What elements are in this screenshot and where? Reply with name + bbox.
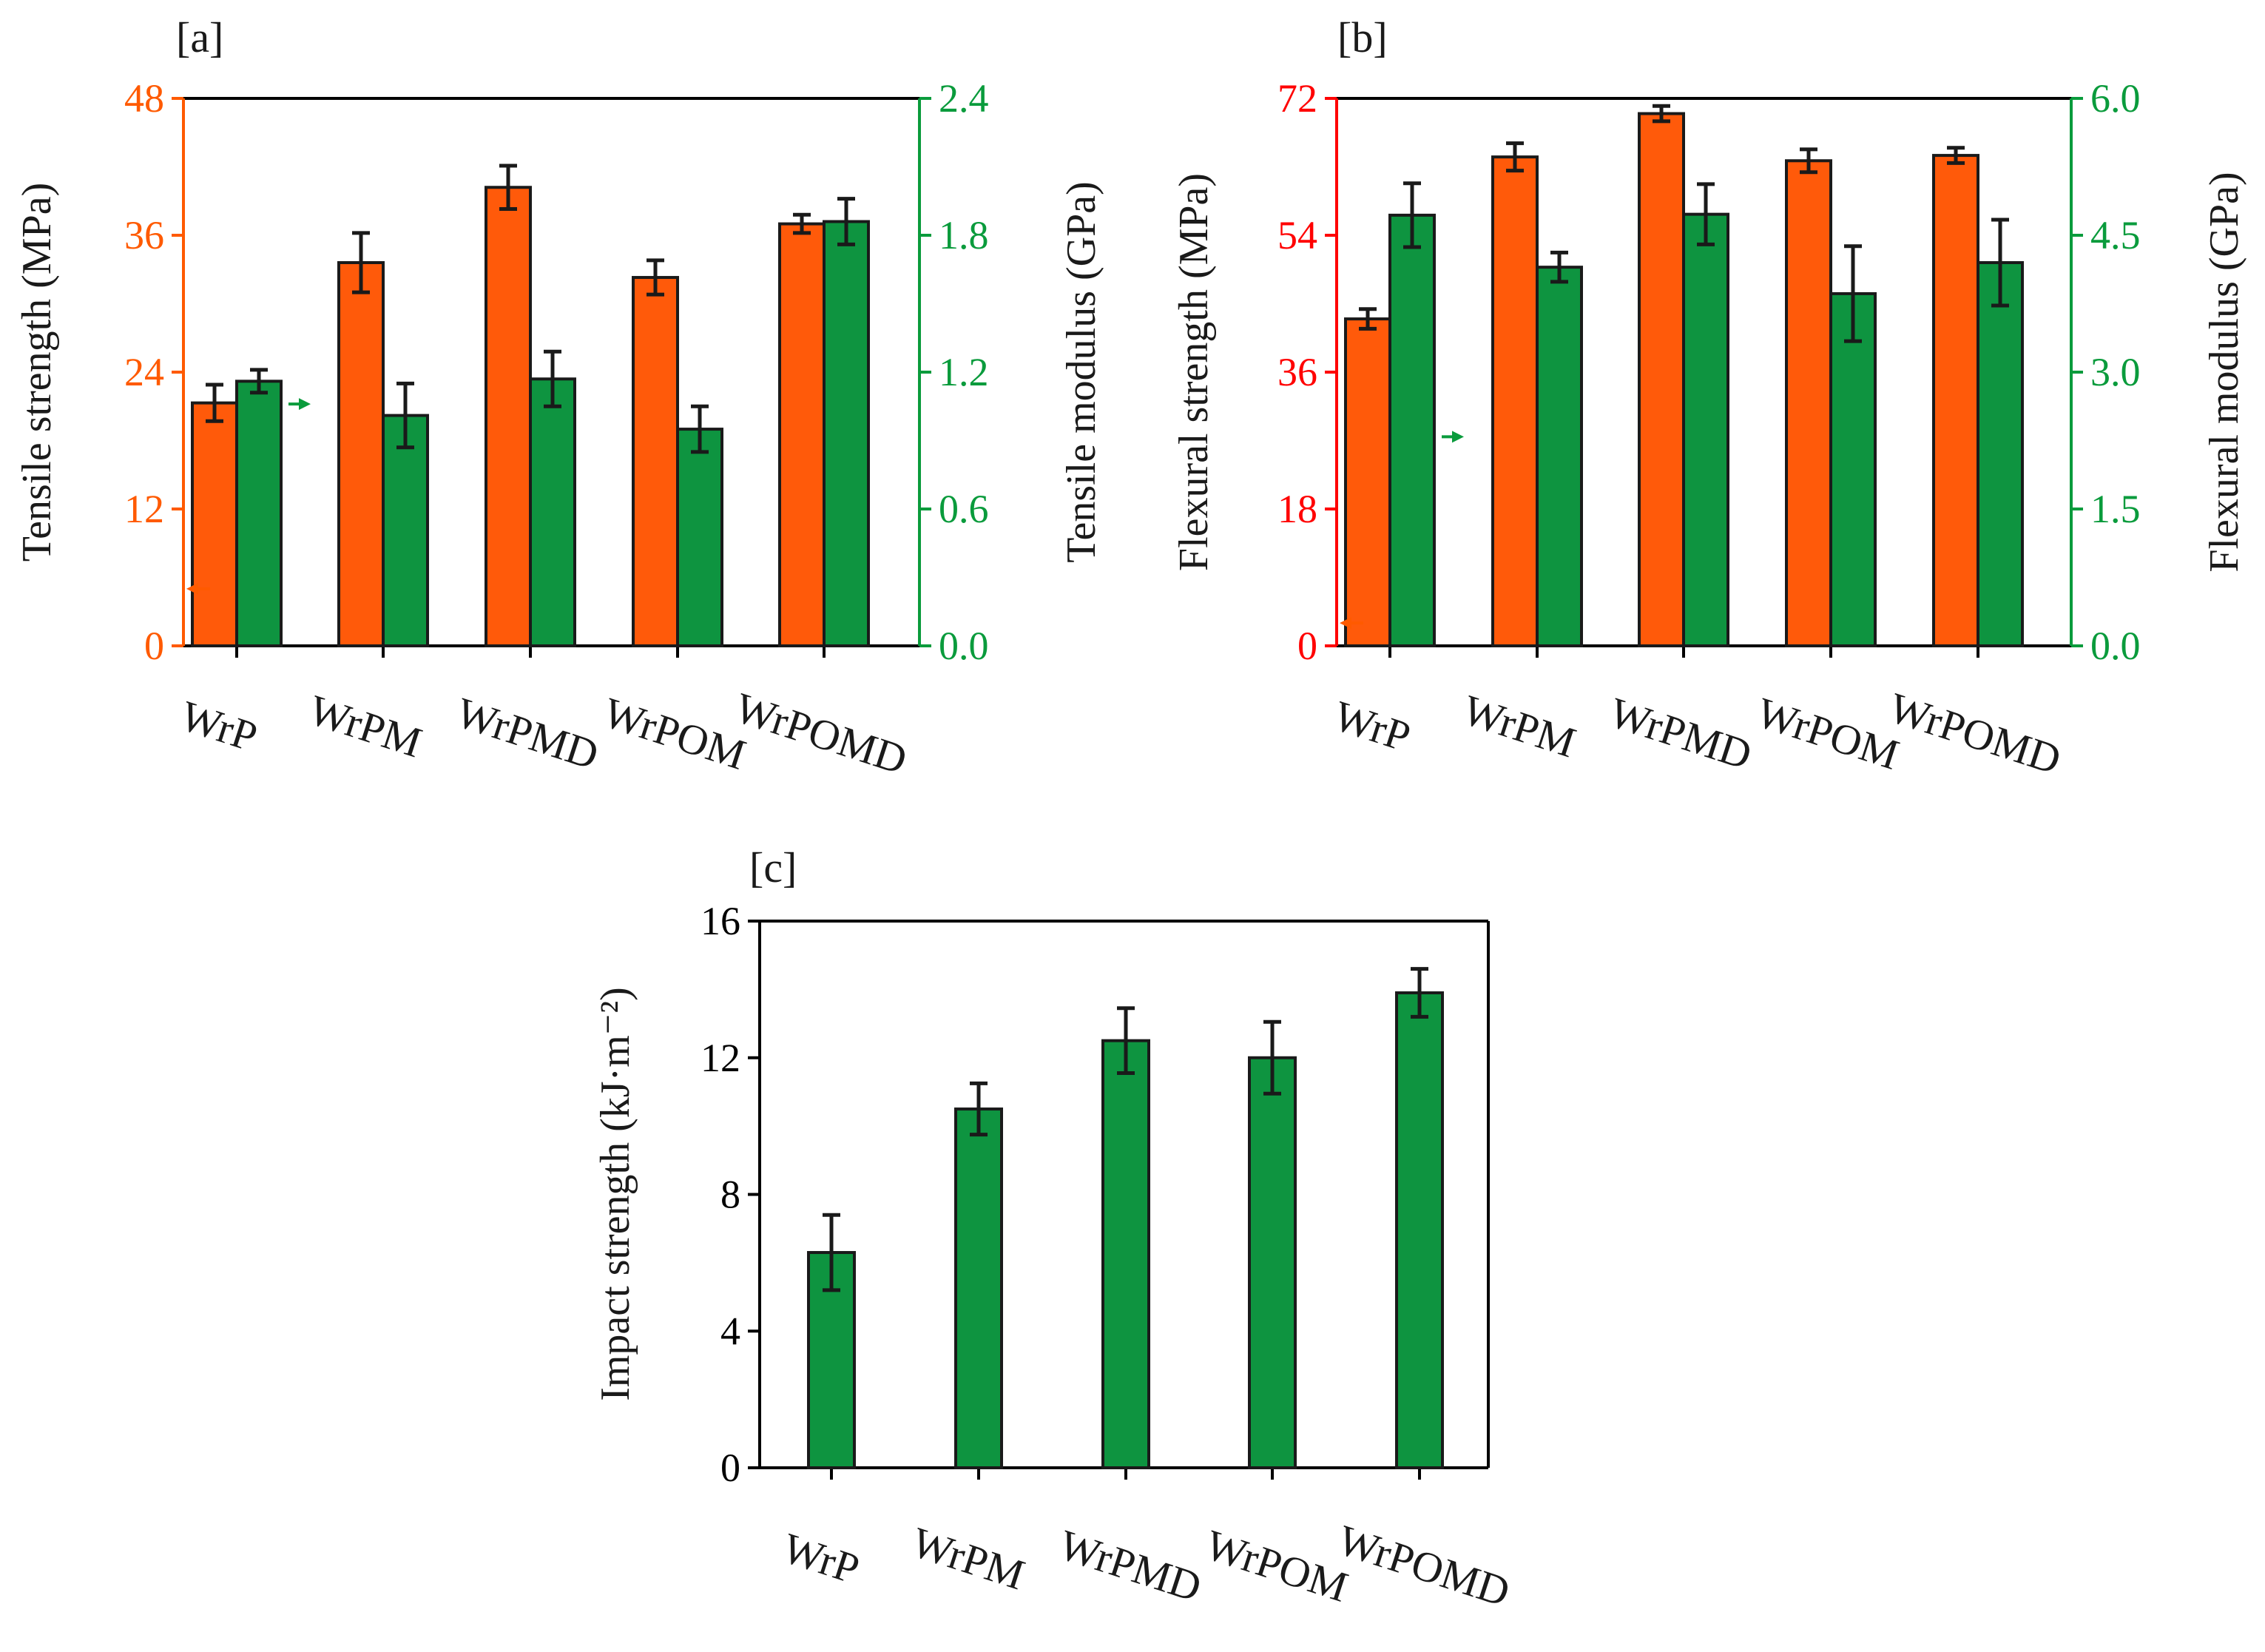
bar-c-impact-strength-wrpomd <box>1395 991 1444 1469</box>
right-tick-label: 6.0 <box>2090 76 2141 121</box>
category-label: WrPM <box>1457 686 1582 767</box>
left-tick-label: 48 <box>124 76 164 121</box>
bar-a-tensile-modulus-wrp <box>235 380 283 647</box>
left-tick-label: 0 <box>144 624 164 668</box>
category-label: WrPOMD <box>729 684 913 784</box>
bar-b-flexural-modulus-wrpm <box>1536 266 1583 647</box>
left-axis-title: Impact strength (kJ·m⁻²) <box>593 987 638 1401</box>
left-tick-label: 36 <box>124 213 164 257</box>
right-tick-label: 1.2 <box>939 350 989 394</box>
right-tick-label: 3.0 <box>2090 350 2141 394</box>
left-tick-label: 8 <box>720 1173 740 1217</box>
bar-c-impact-strength-wrpmd <box>1101 1039 1150 1469</box>
bar-a-tensile-strength-wrpomd <box>778 222 826 648</box>
bar-a-tensile-modulus-wrpmd <box>529 377 576 647</box>
left-tick-label: 18 <box>1277 487 1317 531</box>
left-tick-label: 0 <box>720 1446 740 1490</box>
right-axis-title: Tensile modulus (GPa) <box>1059 181 1104 563</box>
left-axis-title: Flexural strength (MPa) <box>1171 173 1217 571</box>
panel-label-c: [c] <box>749 843 797 891</box>
category-label: WrPOMD <box>1332 1516 1516 1616</box>
left-tick-label: 4 <box>720 1309 740 1353</box>
right-tick-label: 1.5 <box>2090 487 2141 531</box>
bar-b-flexural-strength-wrpom <box>1785 159 1832 647</box>
category-label: WrPMD <box>450 688 604 779</box>
axis-indicator-arrowhead-right <box>1452 431 1464 443</box>
right-tick-label: 1.8 <box>939 213 989 257</box>
left-tick-label: 16 <box>701 899 740 943</box>
bar-b-flexural-strength-wrpmd <box>1638 112 1685 648</box>
bar-c-impact-strength-wrpm <box>954 1107 1003 1469</box>
left-axis-title: Tensile strength (MPa) <box>14 183 60 562</box>
category-label: WrP <box>175 691 263 761</box>
category-label: WrPOM <box>598 688 752 779</box>
panel-a: [a] 0 12 24 36 48 0.0 0.6 1.2 1.8 2.4 Tensile stren… <box>14 13 1104 783</box>
left-tick-label: 36 <box>1277 350 1317 394</box>
left-tick-label: 72 <box>1277 76 1317 121</box>
bar-a-tensile-modulus-wrpomd <box>823 220 870 647</box>
axis-indicator-arrowhead-right <box>299 398 311 411</box>
bar-b-flexural-modulus-wrpomd <box>1977 261 2024 647</box>
left-tick-label: 12 <box>124 487 164 531</box>
right-tick-label: 4.5 <box>2090 213 2141 257</box>
bar-a-tensile-strength-wrpm <box>337 261 385 647</box>
right-tick-label: 2.4 <box>939 76 989 121</box>
category-label: WrPM <box>303 686 428 767</box>
right-axis-title: Flexural modulus (GPa) <box>2201 172 2247 572</box>
category-label: WrPOM <box>1200 1520 1354 1611</box>
bar-b-flexural-strength-wrpm <box>1491 155 1539 647</box>
bar-a-tensile-modulus-wrpom <box>676 428 723 647</box>
left-tick-label: 12 <box>701 1036 740 1080</box>
bar-a-tensile-strength-wrpom <box>632 276 679 647</box>
category-label: WrPOM <box>1751 688 1905 779</box>
right-tick-label: 0.0 <box>2090 624 2141 668</box>
bar-b-flexural-modulus-wrp <box>1388 213 1436 648</box>
axis-indicator-arrowhead-left <box>186 582 198 595</box>
bar-a-tensile-strength-wrp <box>191 401 238 647</box>
panel-label-a: [a] <box>176 13 223 61</box>
category-label: WrPM <box>906 1518 1030 1599</box>
left-tick-label: 54 <box>1277 213 1317 257</box>
bar-a-tensile-strength-wrpmd <box>485 186 532 647</box>
left-tick-label: 0 <box>1297 624 1317 668</box>
bar-b-flexural-strength-wrpomd <box>1932 154 1979 648</box>
panel-c: [c] 0 4 8 12 16 Impact strength (kJ·m⁻²) WrP WrP… <box>593 843 1516 1616</box>
axis-indicator-arrowhead-left <box>1340 617 1351 630</box>
category-label: WrPMD <box>1604 688 1758 779</box>
bar-b-flexural-strength-wrp <box>1344 317 1391 647</box>
right-tick-label: 0.6 <box>939 487 989 531</box>
category-label: WrP <box>777 1523 865 1593</box>
panel-b: [b] 0 18 36 54 72 0.0 1.5 3.0 4.5 6.0 Flexural stre… <box>1171 13 2247 783</box>
bar-a-tensile-modulus-wrpm <box>382 414 429 647</box>
bar-b-flexural-modulus-wrpmd <box>1682 212 1729 647</box>
category-label: WrP <box>1329 691 1417 761</box>
bar-c-impact-strength-wrpom <box>1248 1056 1297 1469</box>
bar-b-flexural-modulus-wrpom <box>1829 291 1877 647</box>
category-label: WrPOMD <box>1883 684 2067 784</box>
left-tick-label: 24 <box>124 350 164 394</box>
category-label: WrPMD <box>1053 1520 1207 1611</box>
right-tick-label: 0.0 <box>939 624 989 668</box>
panel-label-b: [b] <box>1337 13 1388 61</box>
